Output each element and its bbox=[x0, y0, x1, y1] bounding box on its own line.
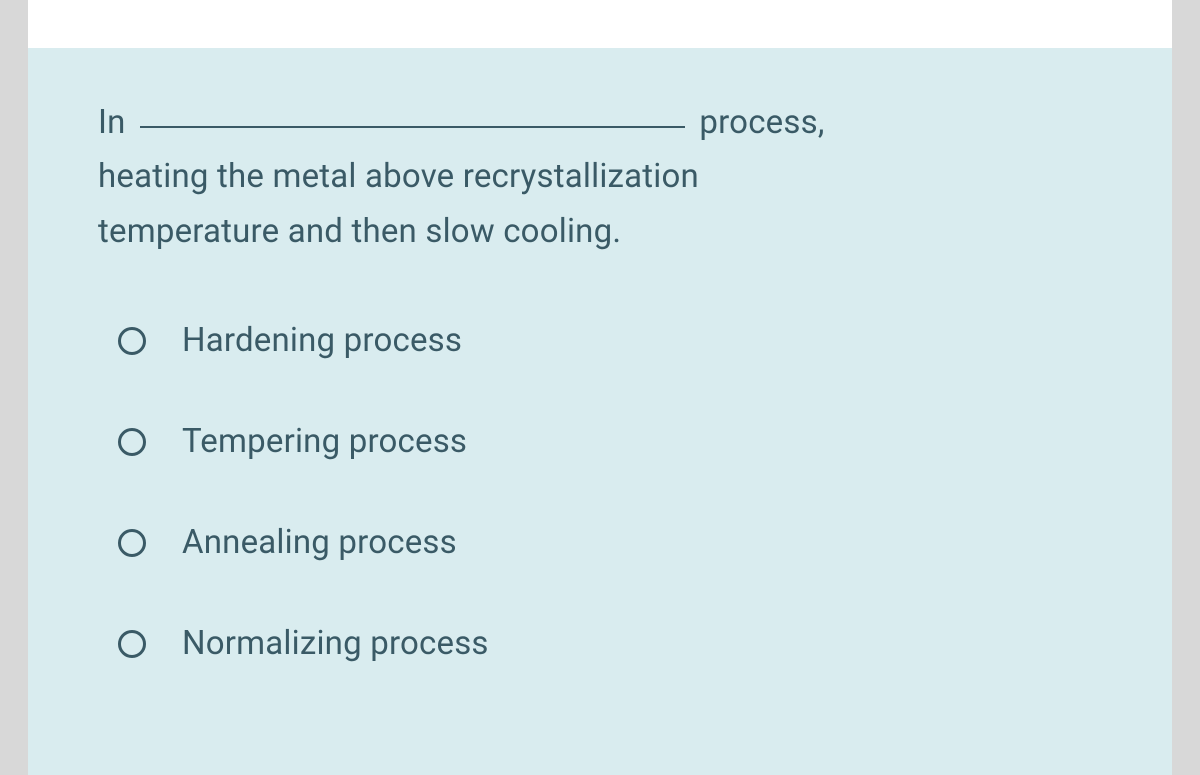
option-label: Normalizing process bbox=[182, 624, 489, 663]
option-label: Tempering process bbox=[182, 422, 467, 461]
page-container: In process, heating the metal above recr… bbox=[0, 0, 1200, 775]
quiz-card: In process, heating the metal above recr… bbox=[28, 0, 1172, 775]
quiz-content: In process, heating the metal above recr… bbox=[28, 48, 1172, 663]
question-text: In process, heating the metal above recr… bbox=[98, 96, 1102, 259]
option-row[interactable]: Normalizing process bbox=[118, 624, 1102, 663]
option-label: Annealing process bbox=[182, 523, 457, 562]
question-suffix-1: process, bbox=[699, 103, 824, 142]
option-row[interactable]: Hardening process bbox=[118, 321, 1102, 360]
question-line-3: temperature and then slow cooling. bbox=[98, 212, 621, 251]
options-list: Hardening process Tempering process Anne… bbox=[98, 321, 1102, 663]
radio-icon[interactable] bbox=[118, 428, 146, 456]
question-prefix: In bbox=[98, 103, 126, 142]
question-line-2: heating the metal above recrystallizatio… bbox=[98, 157, 699, 196]
radio-icon[interactable] bbox=[118, 327, 146, 355]
radio-icon[interactable] bbox=[118, 529, 146, 557]
radio-icon[interactable] bbox=[118, 630, 146, 658]
fill-blank-line bbox=[140, 126, 685, 128]
top-white-bar bbox=[28, 0, 1172, 48]
option-label: Hardening process bbox=[182, 321, 462, 360]
option-row[interactable]: Annealing process bbox=[118, 523, 1102, 562]
option-row[interactable]: Tempering process bbox=[118, 422, 1102, 461]
